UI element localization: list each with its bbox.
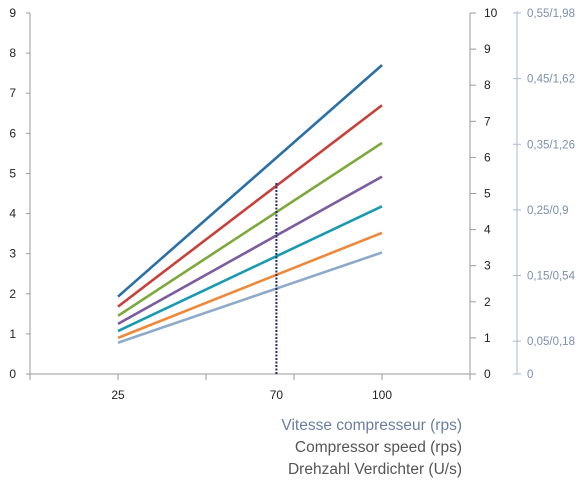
y-left-tick-label: 9 [9,6,16,20]
y-left-tick-label: 0 [9,367,16,381]
y-right-tick-label: 3 [484,259,491,273]
y-right-tick-label: 1 [484,331,491,345]
series-group [117,64,383,344]
y-right-tick-label: 5 [484,187,491,201]
x-axis-label-french: Vitesse compresseur (rps) [281,417,462,434]
y-outer-tick-label: 0,05/0,18 [527,336,575,348]
y-right-tick-label: 9 [484,42,491,56]
y-outer-tick-label: 0,55/1,98 [527,8,575,20]
y-left-tick-label: 7 [9,86,16,100]
y-left-tick-label: 6 [9,126,16,140]
series-line-4 [117,175,383,325]
y-right-tick-label: 8 [484,78,491,92]
axes: 012345678901234567891000,05/0,180,15/0,5… [9,6,575,402]
y-outer-tick-label: 0,15/0,54 [527,271,576,283]
y-outer-tick-label: 0 [527,369,533,381]
y-left-tick-label: 8 [9,46,16,60]
y-left-tick-label: 2 [9,287,16,301]
x-axis-label-english: Compressor speed (rps) [294,439,462,456]
series-line-7 [117,251,383,344]
series-line-3 [117,141,383,317]
y-outer-tick-label: 0,35/1,26 [527,139,575,151]
y-right-tick-label: 0 [484,367,491,381]
series-line-5 [117,205,383,333]
y-right-tick-label: 4 [484,223,491,237]
y-left-tick-label: 1 [9,327,16,341]
series-line-6 [117,231,383,340]
y-right-tick-label: 2 [484,295,491,309]
y-right-tick-label: 7 [484,114,491,128]
x-tick-label: 70 [270,388,284,402]
x-axis-label-german: Drehzahl Verdichter (U/s) [287,461,462,478]
series-line-2 [117,104,383,308]
y-left-tick-label: 4 [9,207,16,221]
series-line-1 [117,64,383,298]
y-left-tick-label: 5 [9,166,16,180]
x-tick-label: 100 [372,388,392,402]
x-tick-label: 25 [111,388,125,402]
y-outer-tick-label: 0,25/0,9 [527,205,569,217]
y-right-tick-label: 6 [484,150,491,164]
y-right-tick-label: 10 [484,6,498,20]
y-left-tick-label: 3 [9,247,16,261]
y-outer-tick-label: 0,45/1,62 [527,74,575,86]
